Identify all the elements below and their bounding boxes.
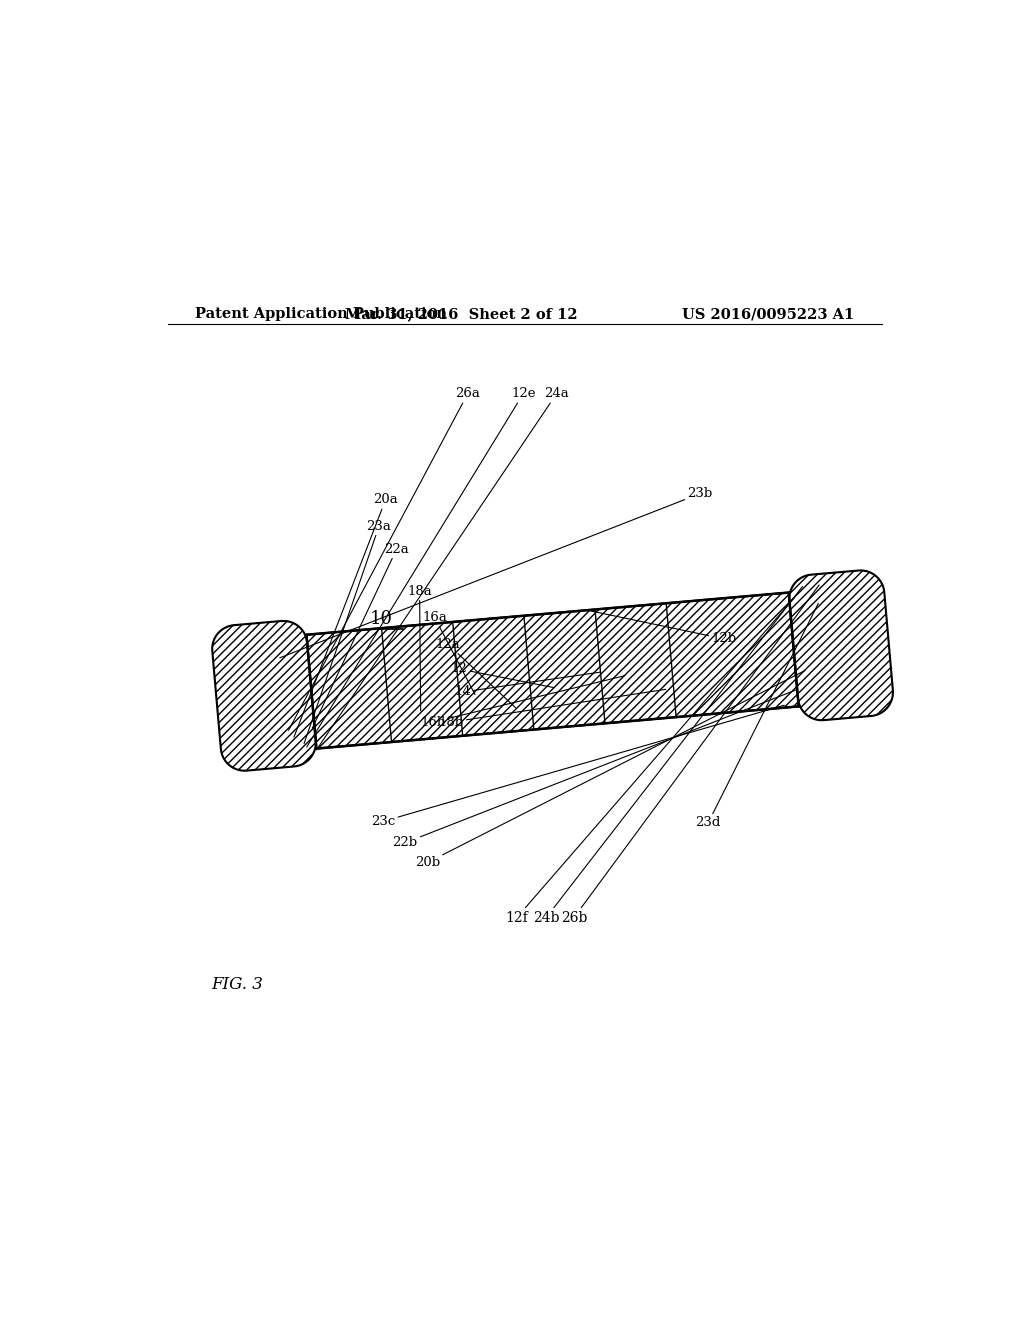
Text: 24a: 24a bbox=[316, 387, 569, 750]
Text: 26a: 26a bbox=[289, 387, 480, 730]
Text: FIG. 3: FIG. 3 bbox=[211, 975, 263, 993]
Text: 23d: 23d bbox=[695, 603, 818, 829]
Polygon shape bbox=[790, 570, 893, 721]
Polygon shape bbox=[212, 620, 315, 771]
Text: 12: 12 bbox=[451, 663, 554, 688]
Text: 23c: 23c bbox=[371, 705, 784, 828]
Text: 12b: 12b bbox=[587, 610, 736, 645]
Text: 12a: 12a bbox=[436, 638, 516, 708]
Text: 18a: 18a bbox=[408, 585, 432, 710]
Text: 16b: 16b bbox=[420, 676, 625, 729]
Text: 23a: 23a bbox=[304, 520, 391, 743]
Text: 20a: 20a bbox=[294, 494, 397, 737]
Text: 14: 14 bbox=[454, 672, 600, 698]
Text: 24b: 24b bbox=[532, 586, 803, 924]
Text: 22a: 22a bbox=[312, 543, 409, 729]
Polygon shape bbox=[306, 593, 799, 748]
Text: US 2016/0095223 A1: US 2016/0095223 A1 bbox=[682, 308, 854, 321]
Text: 12f: 12f bbox=[506, 598, 794, 924]
Text: 10: 10 bbox=[370, 610, 393, 628]
Text: 12e: 12e bbox=[307, 387, 536, 747]
Text: 18b: 18b bbox=[438, 689, 666, 729]
Text: 22b: 22b bbox=[392, 689, 798, 849]
Text: 26b: 26b bbox=[561, 585, 819, 924]
Text: Mar. 31, 2016  Sheet 2 of 12: Mar. 31, 2016 Sheet 2 of 12 bbox=[345, 308, 578, 321]
Text: 16a: 16a bbox=[422, 611, 475, 694]
Text: 20b: 20b bbox=[415, 671, 805, 869]
Text: 23b: 23b bbox=[280, 487, 713, 657]
Text: Patent Application Publication: Patent Application Publication bbox=[196, 308, 447, 321]
